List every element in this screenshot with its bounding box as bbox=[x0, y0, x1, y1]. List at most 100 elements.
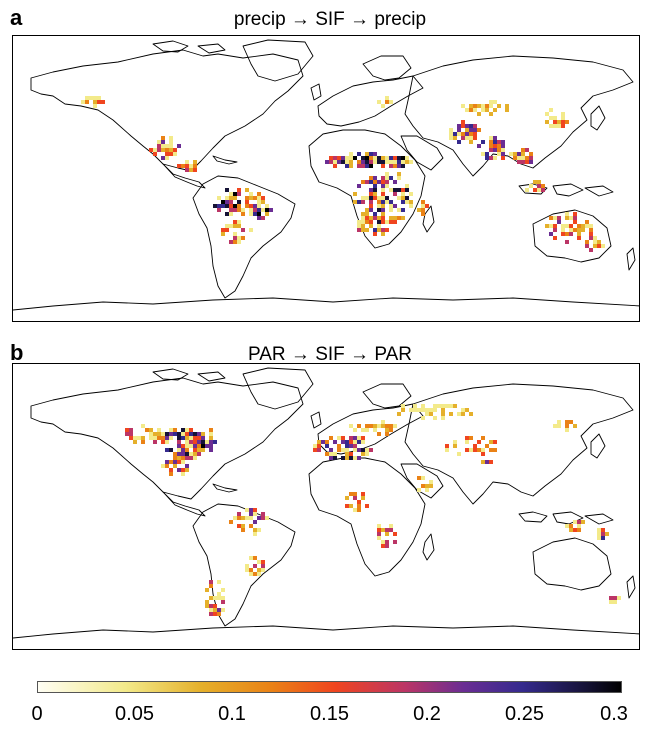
data-cell bbox=[369, 224, 373, 228]
data-cell bbox=[473, 108, 477, 112]
data-cell bbox=[357, 224, 361, 228]
madagascar-outline bbox=[422, 205, 435, 233]
data-cell bbox=[249, 212, 253, 216]
data-cell bbox=[537, 180, 541, 184]
data-cell bbox=[377, 432, 381, 436]
data-cell bbox=[421, 204, 425, 208]
data-cell bbox=[157, 140, 161, 144]
panel-a-map bbox=[12, 35, 640, 322]
data-cell bbox=[265, 208, 269, 212]
data-cell bbox=[401, 408, 405, 412]
data-cell bbox=[221, 596, 225, 600]
data-cell bbox=[525, 188, 529, 192]
panel-a-letter: a bbox=[10, 5, 23, 30]
data-cell bbox=[249, 512, 253, 516]
data-cell bbox=[373, 428, 377, 432]
colorbar bbox=[37, 681, 622, 693]
data-cell bbox=[357, 220, 361, 224]
data-cell bbox=[385, 184, 389, 188]
data-cell bbox=[153, 148, 157, 152]
data-cell bbox=[193, 448, 197, 452]
data-cell bbox=[561, 232, 565, 236]
data-cell bbox=[349, 492, 353, 496]
data-cell bbox=[373, 216, 377, 220]
data-cell bbox=[249, 516, 253, 520]
data-cell bbox=[221, 204, 225, 208]
data-cell bbox=[489, 148, 493, 152]
data-cell bbox=[377, 208, 381, 212]
data-cell bbox=[501, 156, 505, 160]
central-america-outline bbox=[162, 491, 206, 517]
data-cell bbox=[389, 200, 393, 204]
data-cell bbox=[597, 244, 601, 248]
data-cell bbox=[357, 228, 361, 232]
data-cell bbox=[209, 612, 213, 616]
data-cell bbox=[357, 436, 361, 440]
scandinavia-outline bbox=[362, 383, 412, 409]
data-cell bbox=[245, 188, 249, 192]
data-cell bbox=[345, 160, 349, 164]
data-cell bbox=[165, 448, 169, 452]
data-cell bbox=[381, 180, 385, 184]
data-cell bbox=[397, 196, 401, 200]
data-cell bbox=[213, 608, 217, 612]
data-cell bbox=[385, 172, 389, 176]
data-cell bbox=[465, 440, 469, 444]
data-cell bbox=[217, 196, 221, 200]
data-cell bbox=[373, 424, 377, 428]
data-cell bbox=[365, 220, 369, 224]
data-cell bbox=[593, 244, 597, 248]
data-cell bbox=[205, 440, 209, 444]
data-cell bbox=[353, 456, 357, 460]
data-cell bbox=[557, 120, 561, 124]
data-cell bbox=[253, 196, 257, 200]
data-cell bbox=[381, 188, 385, 192]
data-cell bbox=[237, 192, 241, 196]
data-cell bbox=[457, 128, 461, 132]
data-cell bbox=[381, 544, 385, 548]
data-cell bbox=[209, 440, 213, 444]
data-cell bbox=[477, 448, 481, 452]
data-cell bbox=[181, 452, 185, 456]
data-cell bbox=[145, 428, 149, 432]
data-cell bbox=[253, 212, 257, 216]
data-cell bbox=[185, 456, 189, 460]
panel-b-map-canvas bbox=[13, 367, 639, 639]
data-cell bbox=[613, 600, 617, 604]
data-cell bbox=[473, 124, 477, 128]
colorbar-tick-0: 0 bbox=[31, 703, 43, 725]
data-cell bbox=[373, 176, 377, 180]
data-cell bbox=[165, 460, 169, 464]
data-cell bbox=[225, 188, 229, 192]
data-cell bbox=[177, 436, 181, 440]
data-cell bbox=[181, 164, 185, 168]
data-cell bbox=[605, 532, 609, 536]
data-cell bbox=[249, 196, 253, 200]
data-cell bbox=[473, 104, 477, 108]
data-cell bbox=[165, 436, 169, 440]
data-cell bbox=[177, 444, 181, 448]
data-cell bbox=[373, 184, 377, 188]
data-cell bbox=[381, 156, 385, 160]
data-cell bbox=[209, 432, 213, 436]
data-cell bbox=[361, 216, 365, 220]
data-cell bbox=[525, 148, 529, 152]
data-cell bbox=[373, 180, 377, 184]
japan-outline bbox=[590, 105, 606, 131]
data-cell bbox=[505, 108, 509, 112]
data-cell bbox=[497, 140, 501, 144]
data-cell bbox=[465, 448, 469, 452]
data-cell bbox=[357, 424, 361, 428]
data-cell bbox=[381, 104, 385, 108]
arctic-islands-outline bbox=[152, 40, 226, 54]
data-cell bbox=[513, 152, 517, 156]
data-cell bbox=[165, 432, 169, 436]
data-cell bbox=[377, 528, 381, 532]
data-cell bbox=[217, 592, 221, 596]
data-cell bbox=[213, 612, 217, 616]
data-cell bbox=[465, 408, 469, 412]
data-cell bbox=[393, 532, 397, 536]
data-cell bbox=[173, 464, 177, 468]
data-cell bbox=[369, 164, 373, 168]
data-cell bbox=[317, 440, 321, 444]
